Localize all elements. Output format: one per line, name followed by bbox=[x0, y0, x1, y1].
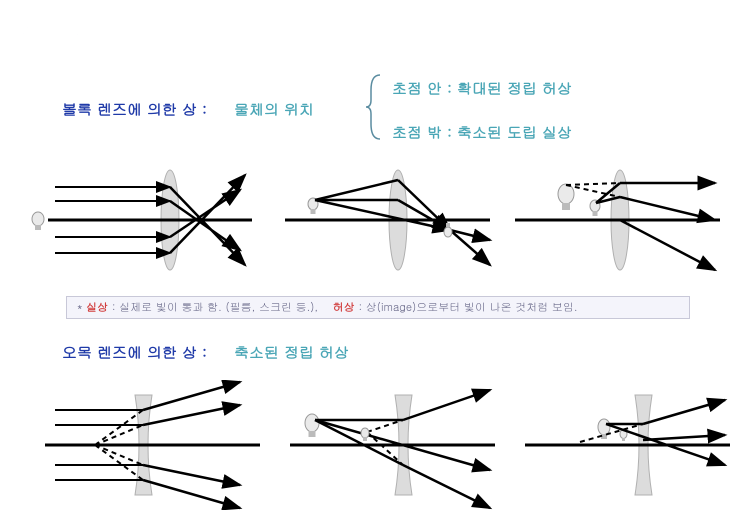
page-title: 렌즈의 상 bbox=[18, 14, 113, 45]
diagram-convex-3 bbox=[510, 165, 725, 280]
convex-case1-prefix: 초점 안 : bbox=[392, 78, 457, 99]
bracket-icon bbox=[365, 72, 385, 142]
note-real-body: : 실제로 빛이 통과 함. (필름, 스크린 등.), bbox=[112, 300, 318, 315]
bulb-icon bbox=[32, 212, 44, 230]
note-real-key: 실상 bbox=[86, 300, 108, 315]
concave-label-text: 오목 렌즈에 의한 상 : bbox=[62, 342, 207, 363]
note-virtual-body: : 상(image)으로부터 빛이 나온 것처럼 보임. bbox=[358, 300, 577, 315]
concave-desc: 축소된 정립 허상 bbox=[234, 342, 349, 363]
diagram-concave-1 bbox=[40, 380, 265, 510]
convex-label: 볼록 렌즈에 의한 상 : bbox=[62, 99, 207, 120]
note-bullet: * bbox=[77, 300, 83, 315]
note-box: * 실상 : 실제로 빛이 통과 함. (필름, 스크린 등.), 허상 : 상… bbox=[66, 296, 690, 319]
convex-label-text: 볼록 렌즈에 의한 상 : bbox=[62, 99, 207, 120]
page-title-text: 렌즈의 상 bbox=[18, 14, 113, 45]
convex-case-outside: 초점 밖 : 축소된 도립 실상 bbox=[392, 122, 572, 143]
convex-case1-body: 확대된 정립 허상 bbox=[457, 78, 572, 99]
diagram-concave-3 bbox=[520, 380, 735, 510]
note-virtual-key: 허상 bbox=[333, 300, 355, 315]
convex-object-pos: 물체의 위치 bbox=[234, 99, 314, 120]
concave-label: 오목 렌즈에 의한 상 : bbox=[62, 342, 207, 363]
diagram-convex-2 bbox=[280, 165, 495, 280]
concave-desc-text: 축소된 정립 허상 bbox=[234, 342, 349, 363]
diagram-convex-1 bbox=[30, 165, 255, 280]
image-reduced-icon bbox=[361, 428, 369, 441]
bulb-icon bbox=[305, 414, 319, 437]
convex-case2-body: 축소된 도립 실상 bbox=[457, 122, 572, 143]
convex-case2-prefix: 초점 밖 : bbox=[392, 122, 457, 143]
convex-object-pos-text: 물체의 위치 bbox=[234, 99, 314, 120]
convex-case-inside: 초점 안 : 확대된 정립 허상 bbox=[392, 78, 572, 99]
image-enlarged-icon bbox=[558, 184, 574, 210]
diagram-concave-2 bbox=[285, 380, 500, 510]
